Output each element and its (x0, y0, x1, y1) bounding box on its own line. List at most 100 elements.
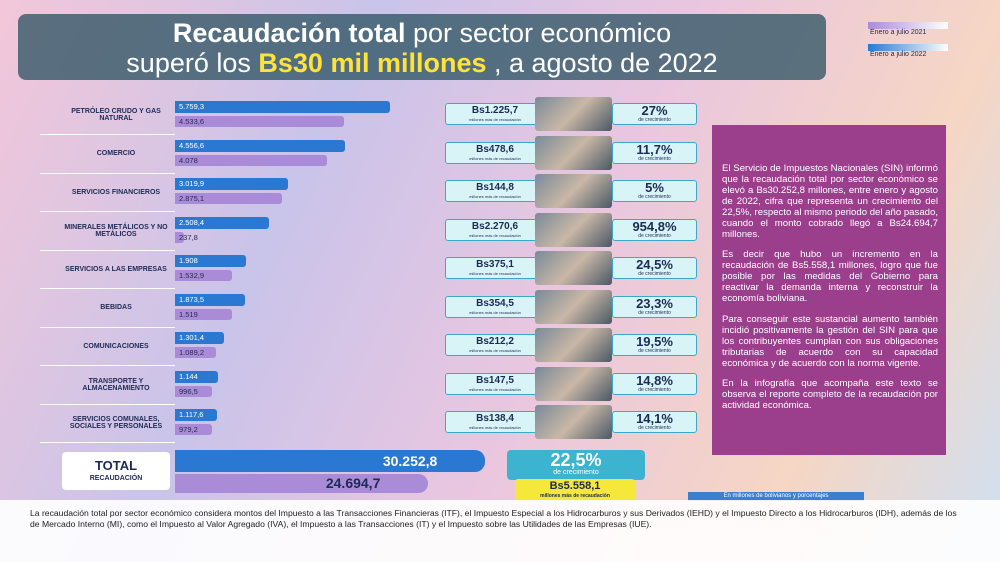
growth-box: 954,8% de crecimiento (612, 218, 697, 241)
category-label: COMUNICACIONES (83, 342, 149, 350)
total-bar (175, 474, 429, 493)
category-label: TRANSPORTE Y ALMACENAMIENTO (82, 377, 150, 392)
category-label: PETRÓLEO CRUDO Y GAS NATURAL (71, 108, 161, 122)
text-panel: El Servicio de Impuestos Nacionales (SIN… (712, 125, 946, 455)
growth-box: 24,5% de crecimiento (612, 257, 697, 279)
increase-box: Bs478,6 millones más de recaudación (445, 141, 545, 164)
category-label: SERVICIOS FINANCIEROS (71, 188, 161, 196)
growth-caption: de crecimiento (638, 194, 671, 200)
total-increase: Bs5.558,1 (549, 480, 601, 492)
bar (175, 347, 216, 358)
increase-box: Bs2.270,6 millones más de recaudación (445, 218, 545, 241)
category-label: SERVICIOS COMUNALES, SOCIALES Y PERSONAL… (69, 416, 163, 430)
growth-box: 19,5% de crecimiento (612, 334, 697, 356)
growth-caption: de crecimiento (638, 155, 671, 162)
bar-value: 4.556,6 (179, 140, 205, 150)
total-bar (175, 450, 486, 472)
increase-box: Bs147,5 millones más de recaudación (445, 372, 545, 395)
legend-label: Enero a julio 2022 (870, 51, 927, 58)
category-label: MINERALES METÁLICOS Y NO METÁLICOS (64, 223, 168, 238)
row-line (40, 211, 175, 212)
row-line (40, 365, 175, 366)
growth-box: 23,3% de crecimiento (612, 295, 697, 318)
increase-value: Bs144,8 (476, 182, 514, 193)
units-note: En millones de bolivianos y porcentajes (688, 492, 864, 501)
title-line: superó los Bs30 mil millones , a agosto … (18, 48, 826, 79)
bar-value: 1.301,4 (179, 333, 205, 342)
row-line (40, 403, 175, 405)
total-growth: 22,5% (550, 450, 602, 470)
bar-value: 979,2 (179, 425, 198, 434)
title-part: superó los (126, 48, 251, 78)
bar (175, 370, 218, 383)
footnote: La recaudación total por sector económic… (0, 500, 1000, 562)
growth-value: 954,8% (632, 218, 677, 234)
bar (175, 139, 345, 152)
bar (175, 308, 232, 320)
growth-box: 11,7% de crecimiento (612, 141, 697, 164)
legend-swatch (868, 22, 948, 29)
growth-box: 14,8% de crecimiento (612, 372, 697, 395)
growth-value: 19,5% (636, 334, 673, 349)
growth-value: 27% (641, 103, 668, 118)
photo (535, 251, 612, 285)
bar (175, 385, 213, 397)
bar-value: 2.508,4 (179, 217, 205, 227)
photo (535, 328, 612, 362)
bar (175, 231, 184, 243)
bar (175, 293, 245, 306)
bar (175, 216, 269, 229)
growth-value: 14,8% (636, 372, 673, 388)
increase-value: Bs1.225,7 (471, 105, 519, 116)
row-line (40, 326, 175, 328)
title-part: por sector económico (412, 18, 672, 48)
increase-value: Bs138,4 (476, 413, 514, 424)
increase-caption: millones más de recaudación (469, 386, 521, 392)
total-value: 30.252,8 (382, 453, 438, 469)
growth-caption: de crecimiento (638, 271, 671, 277)
bar-value: 1.532,9 (179, 271, 205, 280)
growth-value: 5% (645, 180, 664, 195)
growth-value: 14,1% (636, 411, 673, 426)
increase-box: Bs354,5 millones más de recaudación (445, 295, 545, 318)
growth-box: 14,1% de crecimiento (612, 411, 697, 433)
title-line: Recaudación total por sector económico (18, 18, 826, 49)
row-line (40, 442, 175, 443)
category-label: SERVICIOS A LAS EMPRESAS (65, 265, 167, 273)
paragraph: En la infografía que acompaña este texto… (722, 378, 938, 412)
bar (175, 409, 217, 421)
row-line (40, 172, 175, 174)
growth-caption: de crecimiento (638, 309, 671, 316)
increase-caption: millones más de recaudación (469, 155, 521, 161)
growth-caption: de crecimiento (638, 348, 671, 354)
photo (535, 366, 612, 401)
increase-caption: millones más de recaudación (469, 271, 521, 276)
increase-box: Bs212,2 millones más de recaudación (445, 334, 545, 356)
total-label: RECAUDACIÓN (89, 475, 143, 482)
bar-value: 4.533,6 (179, 117, 205, 126)
bar-value: 996,5 (179, 386, 198, 396)
growth-box: 5% de crecimiento (612, 180, 697, 202)
bar (175, 178, 288, 190)
total-increase-caption: millones más de recaudación (540, 493, 610, 499)
total-increase-box: Bs5.558,1 millones más de recaudación (515, 479, 635, 501)
growth-caption: de crecimiento (638, 117, 671, 123)
increase-caption: millones más de recaudación (469, 194, 521, 199)
row-line (40, 249, 175, 251)
increase-value: Bs478,6 (476, 143, 514, 155)
growth-value: 11,7% (636, 141, 673, 157)
bar-value: 2.875,1 (179, 194, 205, 203)
increase-value: Bs147,5 (476, 374, 514, 386)
growth-value: 23,3% (636, 295, 673, 311)
bar-value: 1.117,6 (179, 410, 204, 419)
photo (535, 405, 612, 439)
photo (535, 135, 612, 170)
bar (175, 193, 283, 204)
growth-caption: de crecimiento (638, 232, 671, 239)
increase-box: Bs138,4 millones más de recaudación (445, 411, 545, 433)
bar-value: 4.078 (179, 155, 198, 165)
photo (535, 212, 612, 247)
title-box: Recaudación total por sector económico s… (18, 14, 826, 80)
total-value: 24.694,7 (325, 475, 381, 491)
